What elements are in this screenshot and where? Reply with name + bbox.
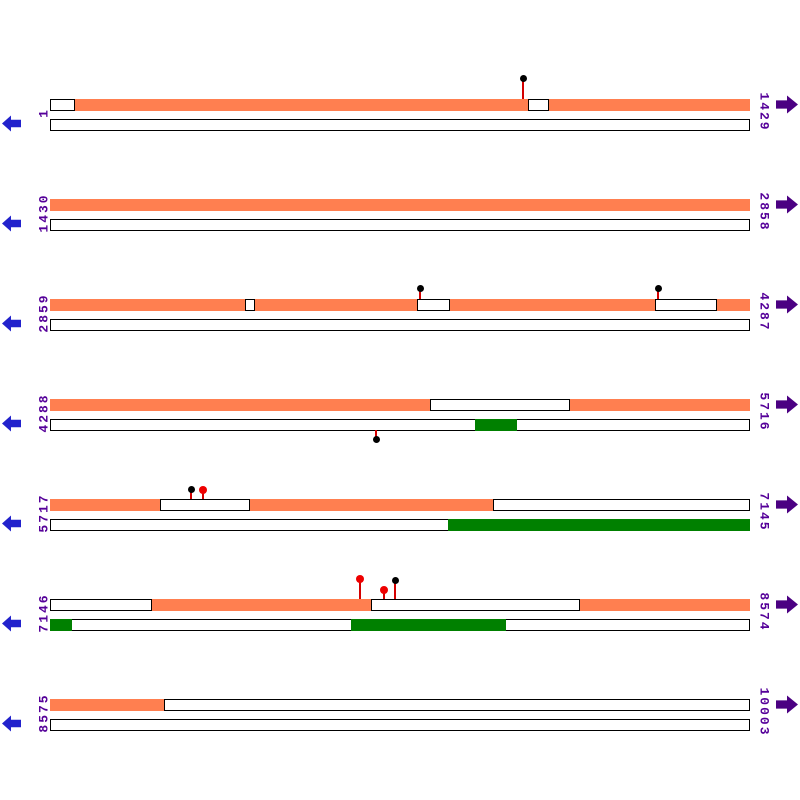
gap-box — [430, 399, 570, 411]
gap-box — [50, 599, 152, 611]
left-arrow-icon[interactable] — [2, 615, 21, 632]
feature-track — [50, 719, 750, 731]
row-start-coordinate: 2859 — [36, 293, 52, 333]
gap-box — [160, 499, 250, 511]
marker-dot-black[interactable] — [416, 284, 424, 292]
coverage-bar[interactable] — [250, 499, 493, 511]
right-arrow-icon[interactable] — [776, 595, 798, 614]
marker-stem — [394, 580, 396, 599]
coverage-bar[interactable] — [50, 199, 750, 211]
marker-stem — [190, 489, 192, 499]
coverage-bar[interactable] — [580, 599, 750, 611]
row-end-coordinate: 8574 — [756, 592, 772, 632]
coverage-bar[interactable] — [717, 299, 750, 311]
coverage-bar[interactable] — [50, 399, 430, 411]
right-arrow-icon[interactable] — [776, 195, 798, 214]
coverage-bar[interactable] — [570, 399, 750, 411]
marker-stem — [657, 288, 659, 299]
marker-dot-red[interactable] — [199, 486, 207, 494]
marker-dot-red[interactable] — [380, 586, 388, 594]
row-end-coordinate: 7145 — [756, 492, 772, 532]
coverage-bar[interactable] — [50, 499, 160, 511]
coverage-bar[interactable] — [549, 99, 750, 111]
marker-stem — [202, 490, 204, 499]
gap-box — [528, 99, 549, 111]
row-start-coordinate: 8575 — [36, 693, 52, 733]
right-arrow-icon[interactable] — [776, 95, 798, 114]
left-arrow-icon[interactable] — [2, 515, 21, 532]
gap-box — [417, 299, 450, 311]
marker-dot-black[interactable] — [391, 576, 399, 584]
marker-stem — [383, 590, 385, 599]
marker-stem — [359, 579, 361, 599]
coverage-bar[interactable] — [255, 299, 417, 311]
row-end-coordinate: 1429 — [756, 92, 772, 132]
right-arrow-icon[interactable] — [776, 395, 798, 414]
row-end-coordinate: 2858 — [756, 192, 772, 232]
coverage-bar[interactable] — [75, 99, 528, 111]
green-feature-bar[interactable] — [50, 619, 72, 631]
right-arrow-icon[interactable] — [776, 695, 798, 714]
gap-box — [245, 299, 255, 311]
row-start-coordinate: 1430 — [36, 193, 52, 233]
green-feature-bar[interactable] — [448, 519, 750, 531]
left-arrow-icon[interactable] — [2, 315, 21, 332]
green-feature-bar[interactable] — [475, 419, 517, 431]
gap-box — [164, 699, 750, 711]
right-arrow-icon[interactable] — [776, 295, 798, 314]
coverage-bar[interactable] — [152, 599, 371, 611]
marker-stem — [419, 288, 421, 299]
row-end-coordinate: 4287 — [756, 292, 772, 332]
left-arrow-icon[interactable] — [2, 415, 21, 432]
marker-dot-red[interactable] — [356, 575, 364, 583]
row-start-coordinate: 5717 — [36, 493, 52, 533]
row-end-coordinate: 10003 — [756, 687, 772, 737]
row-start-coordinate: 7146 — [36, 593, 52, 633]
right-arrow-icon[interactable] — [776, 495, 798, 514]
coverage-bar[interactable] — [450, 299, 655, 311]
row-start-coordinate: 1 — [36, 108, 52, 118]
marker-dot-black[interactable] — [187, 485, 195, 493]
left-arrow-icon[interactable] — [2, 115, 21, 132]
marker-stem — [522, 78, 524, 99]
gap-box — [655, 299, 717, 311]
marker-dot-black[interactable] — [519, 74, 527, 82]
marker-dot-black[interactable] — [654, 284, 662, 292]
feature-track — [50, 319, 750, 331]
feature-track — [50, 119, 750, 131]
row-start-coordinate: 4288 — [36, 393, 52, 433]
gap-box — [371, 599, 580, 611]
row-end-coordinate: 5716 — [756, 392, 772, 432]
feature-track — [50, 219, 750, 231]
coverage-bar[interactable] — [50, 699, 164, 711]
gap-box — [50, 99, 75, 111]
left-arrow-icon[interactable] — [2, 715, 21, 732]
feature-track — [50, 419, 750, 431]
gap-box — [493, 499, 750, 511]
green-feature-bar[interactable] — [351, 619, 506, 631]
left-arrow-icon[interactable] — [2, 215, 21, 232]
marker-stem — [375, 430, 377, 439]
coverage-bar[interactable] — [50, 299, 245, 311]
marker-dot-black[interactable] — [372, 435, 380, 443]
